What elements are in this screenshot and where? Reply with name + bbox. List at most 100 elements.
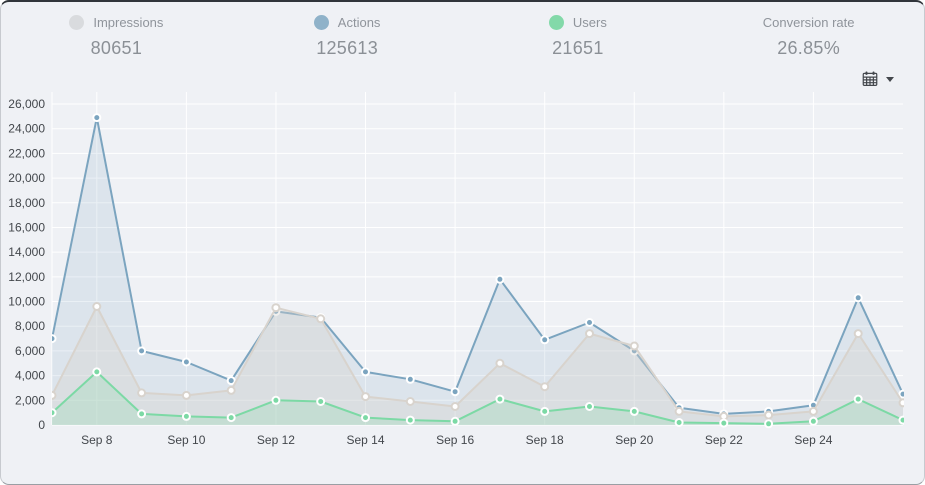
y-axis-label: 24,000 [8,122,45,136]
stat-conversion-rate: Conversion rate 26.85% [693,15,924,59]
y-axis-label: 12,000 [8,270,45,284]
data-point-impressions-sep-25[interactable] [853,329,863,339]
y-axis-label: 4,000 [15,369,45,383]
data-point-actions-sep-10[interactable] [181,357,191,367]
x-axis-label: Sep 14 [347,433,385,447]
stat-label: Impressions [93,15,164,30]
data-point-actions-sep-18[interactable] [540,335,550,345]
data-point-impressions-sep-23[interactable] [764,410,774,420]
x-axis-label: Sep 24 [794,433,832,447]
data-point-impressions-sep-17[interactable] [495,358,505,368]
data-point-users-sep-16[interactable] [450,416,460,426]
data-point-impressions-sep-8[interactable] [92,302,102,311]
series-users [49,367,907,429]
data-point-users-sep-26[interactable] [898,415,907,425]
stat-label: Conversion rate [762,15,855,30]
data-point-users-sep-21[interactable] [674,418,684,427]
calendar-icon [862,71,878,86]
data-point-users-sep-9[interactable] [137,409,147,419]
chart-toolbar [1,59,924,91]
x-axis-label: Sep 16 [436,433,474,447]
y-axis-label: 18,000 [8,196,45,210]
data-point-impressions-sep-15[interactable] [405,397,415,406]
data-point-impressions-sep-19[interactable] [585,329,594,339]
data-point-actions-sep-19[interactable] [585,318,594,327]
y-axis-label: 6,000 [15,344,45,358]
data-point-impressions-sep-9[interactable] [137,388,147,398]
data-point-users-sep-24[interactable] [808,416,818,426]
y-axis-label: 16,000 [8,220,45,234]
y-axis-label: 8,000 [15,319,45,333]
data-point-users-sep-23[interactable] [764,419,774,429]
data-point-impressions-sep-26[interactable] [898,398,907,408]
data-point-users-sep-11[interactable] [226,413,236,423]
x-axis-label: Sep 10 [167,433,205,447]
data-point-users-sep-20[interactable] [629,406,639,416]
data-point-impressions-sep-12[interactable] [271,303,281,313]
stat-value: 26.85% [777,38,841,58]
data-point-users-sep-10[interactable] [181,411,191,421]
data-point-users-sep-22[interactable] [719,418,729,428]
traffic-chart-container: 0 2,000 4,000 6,000 8,000 10,000 12,000 14,000 1… [7,91,924,456]
caret-down-icon [886,76,894,82]
y-axis-label: 14,000 [8,245,45,259]
data-point-impressions-sep-24[interactable] [808,406,818,416]
data-point-impressions-sep-14[interactable] [361,392,370,402]
stat-value: 80651 [90,38,143,58]
data-point-users-sep-19[interactable] [585,402,594,411]
data-point-users-sep-12[interactable] [271,395,281,405]
data-point-users-sep-7[interactable] [49,408,57,418]
data-point-impressions-sep-7[interactable] [49,390,57,400]
y-axis-label: 20,000 [8,171,45,185]
data-point-users-sep-13[interactable] [316,397,326,406]
data-point-impressions-sep-20[interactable] [629,341,639,351]
impressions-legend-dot-icon [69,15,85,30]
data-point-impressions-sep-21[interactable] [674,406,684,416]
data-point-impressions-sep-11[interactable] [226,385,236,395]
data-point-actions-sep-16[interactable] [450,387,460,397]
date-range-picker-button[interactable] [861,70,894,88]
stat-actions[interactable]: Actions 125613 [232,15,463,59]
series-actions [49,113,907,425]
stat-value: 21651 [552,38,604,58]
y-axis-label: 2,000 [15,393,45,407]
data-point-impressions-sep-13[interactable] [316,314,326,324]
stat-label: Actions [337,15,381,30]
data-point-actions-sep-25[interactable] [853,293,863,303]
data-point-users-sep-8[interactable] [92,367,102,377]
data-point-actions-sep-11[interactable] [226,376,236,386]
data-point-actions-sep-26[interactable] [898,389,907,399]
stat-value: 125613 [316,38,379,58]
data-point-actions-sep-9[interactable] [137,346,147,356]
y-axis-label: 10,000 [8,295,45,309]
x-axis-label: Sep 22 [705,433,743,447]
data-point-users-sep-14[interactable] [361,413,370,423]
x-axis-label: Sep 20 [615,433,653,447]
data-point-actions-sep-17[interactable] [495,274,505,284]
x-axis-label: Sep 18 [526,433,564,447]
data-point-impressions-sep-10[interactable] [181,390,191,400]
actions-legend-dot-icon [313,15,329,30]
y-axis-label: 22,000 [8,146,45,160]
y-axis-label: 26,000 [8,97,45,111]
x-axis-label: Sep 8 [81,433,113,447]
data-point-users-sep-18[interactable] [540,406,550,416]
traffic-chart: 0 2,000 4,000 6,000 8,000 10,000 12,000 14,000 1… [8,92,907,447]
stat-impressions[interactable]: Impressions 80651 [1,15,232,59]
data-point-impressions-sep-16[interactable] [450,402,460,411]
y-axis-label: 0 [38,418,45,432]
data-point-actions-sep-8[interactable] [92,113,102,123]
gridlines: 0 2,000 4,000 6,000 8,000 10,000 12,000 14,000 1… [8,92,903,447]
data-point-actions-sep-15[interactable] [405,374,415,384]
x-axis-label: Sep 12 [257,433,295,447]
data-point-users-sep-15[interactable] [405,415,415,425]
stats-row: Impressions 80651 Actions 125613 Users 2… [1,2,924,59]
data-point-users-sep-25[interactable] [853,394,863,404]
stat-label: Users [572,15,607,30]
data-point-users-sep-17[interactable] [495,394,505,404]
data-point-actions-sep-14[interactable] [361,367,370,377]
data-point-impressions-sep-18[interactable] [540,382,550,392]
stat-users[interactable]: Users 21651 [463,15,694,59]
data-point-actions-sep-7[interactable] [49,334,57,344]
